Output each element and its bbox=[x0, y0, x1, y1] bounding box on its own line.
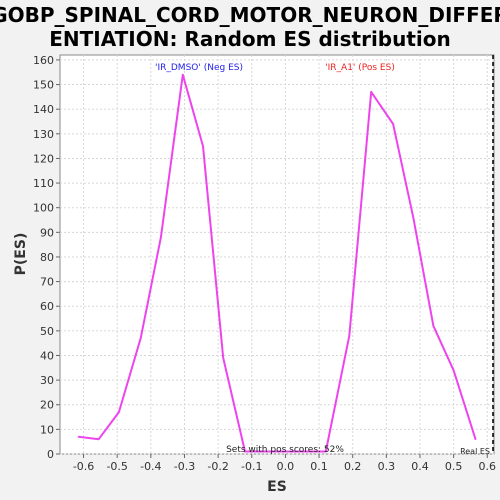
series-layer bbox=[77, 73, 477, 453]
y-tick-label: 140 bbox=[33, 103, 54, 116]
x-tick-label: 0.3 bbox=[378, 460, 396, 473]
x-tick-label: -0.5 bbox=[106, 460, 127, 473]
x-tick-label: 0.0 bbox=[277, 460, 295, 473]
series-point bbox=[97, 438, 100, 441]
series-point bbox=[181, 73, 184, 76]
series-point bbox=[412, 216, 415, 219]
y-tick-label: 90 bbox=[40, 226, 54, 239]
series-point bbox=[370, 91, 373, 93]
x-tick-label: -0.3 bbox=[174, 460, 195, 473]
y-tick-label: 10 bbox=[40, 423, 54, 436]
axis-ticks: 0 10 20 30 40 50 60 70 80 90 100 110 120 130 140 150 160… bbox=[33, 54, 496, 473]
y-tick-label: 20 bbox=[40, 399, 54, 412]
x-axis-label: ES bbox=[267, 479, 287, 495]
series-point bbox=[202, 145, 204, 147]
x-tick-label: 0.5 bbox=[445, 460, 463, 473]
y-tick-label: 110 bbox=[33, 177, 54, 190]
series-point bbox=[244, 450, 246, 453]
chart-title-line-2: ENTIATION: Random ES distribution bbox=[49, 27, 451, 51]
series-point bbox=[139, 337, 142, 340]
pos-es-annotation: 'IR_A1' (Pos ES) bbox=[325, 63, 395, 73]
series-point bbox=[474, 438, 477, 441]
series-point bbox=[222, 357, 224, 359]
series-point bbox=[118, 411, 120, 413]
series-point bbox=[432, 325, 435, 327]
y-tick-label: 70 bbox=[40, 276, 54, 289]
x-tick-label: -0.6 bbox=[73, 460, 94, 473]
y-tick-label: 30 bbox=[40, 374, 54, 387]
series-point bbox=[160, 236, 162, 239]
pos-score-annotation: Sets with pos scores: 52% bbox=[226, 445, 344, 455]
x-tick-label: 0.1 bbox=[310, 460, 328, 473]
y-tick-label: 150 bbox=[33, 79, 54, 92]
plot-area bbox=[59, 54, 495, 455]
neg-es-annotation: 'IR_DMSO' (Neg ES) bbox=[155, 63, 243, 73]
y-tick-label: 40 bbox=[40, 349, 54, 362]
x-tick-label: -0.2 bbox=[207, 460, 228, 473]
y-tick-label: 100 bbox=[33, 202, 54, 215]
series-point bbox=[392, 123, 394, 125]
series-point bbox=[348, 334, 351, 337]
x-tick-label: 0.2 bbox=[344, 460, 362, 473]
y-axis-label: P(ES) bbox=[13, 233, 29, 276]
x-tick-label: -0.1 bbox=[241, 460, 262, 473]
real-es-label: Real ES bbox=[460, 447, 490, 456]
series-point bbox=[324, 450, 327, 453]
y-tick-label: 130 bbox=[33, 128, 54, 141]
grid-lines bbox=[60, 55, 494, 455]
x-tick-label: 0.6 bbox=[479, 460, 497, 473]
x-tick-label: 0.4 bbox=[411, 460, 429, 473]
y-tick-label: 120 bbox=[33, 152, 54, 165]
x-tick-label: -0.4 bbox=[140, 460, 161, 473]
chart-title-line-1: GOBP_SPINAL_CORD_MOTOR_NEURON_DIFFER bbox=[0, 3, 500, 27]
series-point bbox=[452, 369, 455, 372]
y-tick-label: 160 bbox=[33, 54, 54, 67]
y-tick-label: 60 bbox=[40, 300, 54, 313]
series-point bbox=[77, 435, 80, 438]
y-tick-label: 80 bbox=[40, 251, 54, 264]
y-tick-label: 0 bbox=[47, 448, 54, 461]
y-tick-label: 50 bbox=[40, 325, 54, 338]
